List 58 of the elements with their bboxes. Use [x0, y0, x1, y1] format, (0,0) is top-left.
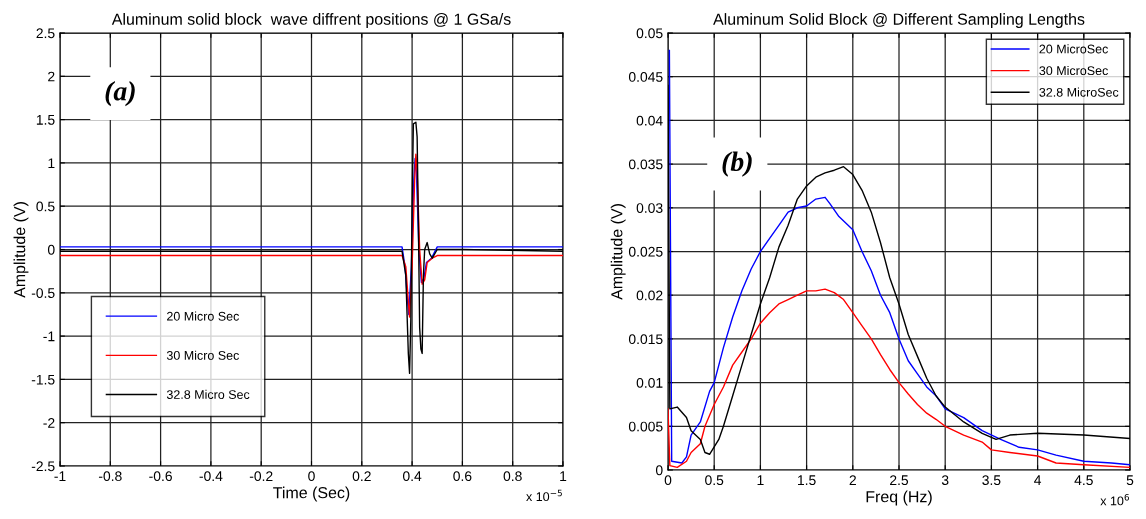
- x-axis-title: Time (Sec): [273, 486, 350, 502]
- x-tick-label: 0: [308, 471, 315, 482]
- x-tick-label: 2: [849, 475, 856, 485]
- y-tick-label: -1.5: [31, 374, 55, 385]
- y-tick-label: 1.5: [36, 115, 55, 125]
- text: x 10$^{−5}$: [526, 489, 562, 502]
- x-tick-label: -0.4: [199, 471, 223, 482]
- y-tick-label: 0.045: [628, 72, 663, 82]
- x-tick-label: -0.8: [98, 471, 122, 482]
- y-tick-label: -2.5: [31, 461, 55, 472]
- x-tick-label: 3: [941, 475, 949, 486]
- y-tick-label: -0.5: [31, 288, 55, 298]
- chart-title: Aluminum Solid Block @ Different Sampling Lengths: [713, 13, 1085, 28]
- x-tick-label: 0.4: [402, 471, 422, 482]
- y-tick-label: 2.5: [36, 28, 55, 39]
- legend-label: 32.8 Micro Sec: [166, 389, 250, 399]
- annotation: (a): [105, 81, 135, 107]
- y-tick-label: 0.02: [636, 290, 663, 301]
- y-tick-label: 2: [48, 71, 55, 82]
- y-tick-label: 0.005: [628, 421, 663, 432]
- y-axis-title: Amplitude (V): [13, 202, 29, 298]
- x-tick-label: 5: [1126, 475, 1134, 486]
- legend-label: 20 MicroSec: [1039, 44, 1108, 54]
- y-tick-label: 0.015: [628, 334, 663, 345]
- text: x 10$^{6}$: [1100, 493, 1130, 506]
- y-axis-title: Amplitude (V): [610, 204, 626, 300]
- x-tick-label: 3.5: [982, 475, 1001, 486]
- x-tick-label: 0: [664, 475, 672, 486]
- annotation: (b): [722, 151, 752, 177]
- legend-label: 32.8 MicroSec: [1039, 87, 1119, 97]
- x-tick-label: 0.2: [352, 471, 371, 482]
- x-tick-label: -0.2: [249, 471, 273, 482]
- legend-label: 30 Micro Sec: [166, 350, 240, 360]
- x-tick-label: 4: [1034, 475, 1042, 485]
- x-tick-label: 1.5: [798, 475, 816, 486]
- y-tick-label: 0.035: [628, 159, 663, 170]
- x-tick-label: 4.5: [1074, 475, 1093, 486]
- x-tick-label: 0.5: [705, 475, 724, 486]
- y-tick-label: 0.03: [636, 203, 663, 213]
- x-tick-label: -0.6: [149, 471, 172, 482]
- legend-label: 30 MicroSec: [1039, 65, 1108, 76]
- y-tick-label: 0.01: [636, 377, 663, 388]
- y-tick-label: 0.04: [636, 115, 663, 126]
- chart-title: Aluminum solid block wave diffrent positions @ 1 GSa/s: [111, 13, 511, 28]
- y-tick-label: 1: [48, 158, 55, 168]
- x-tick-label: 2.5: [890, 475, 909, 486]
- x-tick-label: 1: [757, 475, 764, 485]
- y-tick-label: 0.025: [628, 246, 663, 257]
- x-tick-label: 0.8: [503, 471, 522, 482]
- x-tick-label: 1: [560, 471, 567, 481]
- y-tick-label: 0: [47, 244, 55, 255]
- y-tick-label: 0.5: [36, 201, 55, 212]
- x-axis-title: Freq (Hz): [866, 490, 932, 506]
- y-tick-label: -2: [43, 418, 55, 428]
- legend-label: 20 Micro Sec: [167, 311, 240, 321]
- x-tick-label: 0.6: [453, 471, 472, 482]
- y-tick-label: -1: [43, 331, 55, 342]
- y-tick-label: 0.05: [636, 28, 663, 39]
